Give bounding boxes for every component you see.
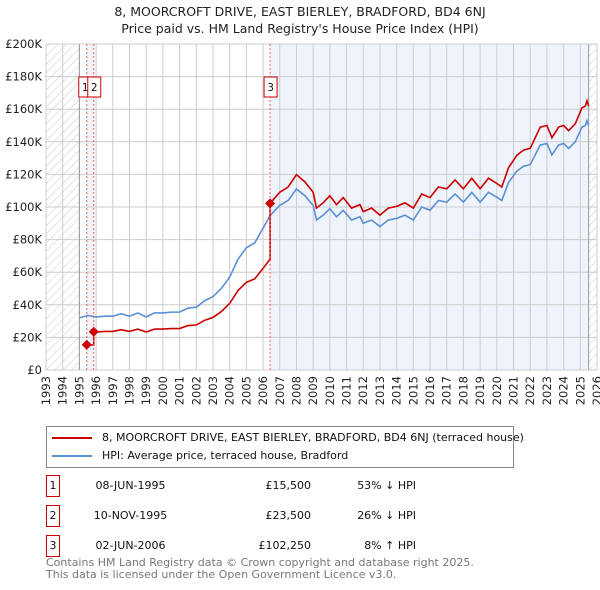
x-tick-label: 1998 — [122, 376, 136, 405]
x-tick-label: 2006 — [256, 376, 270, 405]
sale-point — [265, 198, 276, 209]
x-tick-label: 2018 — [456, 376, 470, 405]
x-tick-label: 2010 — [323, 376, 337, 405]
x-tick-label: 2000 — [156, 376, 170, 405]
y-tick-label: £140K — [5, 135, 42, 149]
x-tick-label: 2014 — [390, 376, 404, 405]
chart-subtitle: Price paid vs. HM Land Registry's House … — [121, 21, 479, 36]
x-tick-label: 2019 — [473, 376, 487, 405]
y-tick-label: £60K — [13, 265, 43, 279]
sale-row: 3 02-JUN-2006 £102,250 8% ↑ HPI — [46, 535, 446, 557]
x-tick-label: 2007 — [273, 376, 287, 405]
price-chart: 1993 1994 1995 1996 1997 1998 1999 2000 2001 2002… — [5, 37, 600, 405]
x-tick-label: 2022 — [523, 376, 537, 405]
x-tick-label: 1996 — [89, 376, 103, 405]
y-tick-label: £0 — [27, 363, 42, 377]
sale-number: 2 — [46, 505, 60, 527]
sale-point — [81, 339, 92, 350]
sale-number: 3 — [46, 535, 60, 557]
footer-licence: This data is licensed under the Open Gov… — [46, 568, 397, 581]
x-tick-label: 2001 — [173, 376, 187, 405]
y-tick-label: £180K — [5, 70, 42, 84]
sale-date: 08-JUN-1995 — [95, 479, 166, 492]
x-tick-label: 2021 — [507, 376, 521, 405]
property-price-line — [86, 98, 590, 347]
x-tick-label: 1993 — [39, 376, 53, 405]
x-tick-label: 2011 — [340, 376, 354, 405]
y-tick-label: £40K — [13, 298, 43, 312]
sale-price: £23,500 — [265, 509, 312, 522]
y-tick-label: £160K — [5, 102, 42, 116]
sale-date: 10-NOV-1995 — [93, 509, 168, 522]
legend-label: 8, MOORCROFT DRIVE, EAST BIERLEY, BRADFO… — [102, 431, 524, 444]
x-tick-label: 1995 — [72, 376, 86, 405]
x-tick-label: 2020 — [490, 376, 504, 405]
x-tick-label: 2026 — [590, 376, 600, 405]
y-tick-label: £20K — [13, 330, 43, 344]
x-tick-label: 1994 — [56, 376, 70, 405]
footer-copyright: Contains HM Land Registry data © Crown c… — [46, 556, 474, 569]
y-tick-label: £80K — [13, 233, 43, 247]
x-tick-label: 2009 — [306, 376, 320, 405]
x-tick-label: 1997 — [106, 376, 120, 405]
x-tick-label: 2017 — [440, 376, 454, 405]
x-tick-label: 2005 — [239, 376, 253, 405]
legend-label: HPI: Average price, terraced house, Brad… — [102, 449, 349, 462]
y-tick-label: £200K — [5, 37, 42, 51]
legend-item-property: 8, MOORCROFT DRIVE, EAST BIERLEY, BRADFO… — [52, 431, 524, 445]
sale-label-box — [263, 76, 278, 98]
y-tick-label: £120K — [5, 167, 42, 181]
hpi-line — [79, 118, 590, 319]
sale-label: 3 — [267, 82, 274, 94]
sale-row: 1 08-JUN-1995 £15,500 53% ↓ HPI — [46, 475, 446, 497]
x-tick-label: 2013 — [373, 376, 387, 405]
sale-price: £102,250 — [258, 539, 312, 552]
sale-price: £15,500 — [265, 479, 312, 492]
sale-point — [88, 326, 99, 337]
legend-swatch — [52, 455, 92, 457]
hpi-difference: 53% ↓ HPI — [357, 479, 416, 492]
x-tick-label: 2016 — [423, 376, 437, 405]
sale-label: 2 — [91, 82, 98, 94]
sale-label-box — [87, 76, 102, 98]
hpi-difference: 26% ↓ HPI — [357, 509, 416, 522]
sale-number: 1 — [46, 475, 60, 497]
x-tick-label: 2002 — [189, 376, 203, 405]
legend: 8, MOORCROFT DRIVE, EAST BIERLEY, BRADFO… — [46, 426, 524, 468]
x-tick-label: 2008 — [289, 376, 303, 405]
x-tick-label: 1999 — [139, 376, 153, 405]
x-tick-label: 2004 — [223, 376, 237, 405]
chart-title: 8, MOORCROFT DRIVE, EAST BIERLEY, BRADFO… — [114, 4, 486, 19]
x-tick-label: 2023 — [540, 376, 554, 405]
y-tick-label: £100K — [5, 200, 42, 214]
x-tick-label: 2003 — [206, 376, 220, 405]
x-tick-label: 2024 — [557, 376, 571, 405]
sale-row: 2 10-NOV-1995 £23,500 26% ↓ HPI — [46, 505, 446, 527]
legend-swatch — [52, 437, 92, 439]
x-tick-label: 2015 — [406, 376, 420, 405]
hpi-difference: 8% ↑ HPI — [364, 539, 416, 552]
sale-date: 02-JUN-2006 — [95, 539, 166, 552]
x-tick-label: 2012 — [356, 376, 370, 405]
legend-item-hpi: HPI: Average price, terraced house, Brad… — [52, 449, 348, 463]
sale-label: 1 — [82, 82, 89, 94]
x-tick-label: 2025 — [573, 376, 587, 405]
